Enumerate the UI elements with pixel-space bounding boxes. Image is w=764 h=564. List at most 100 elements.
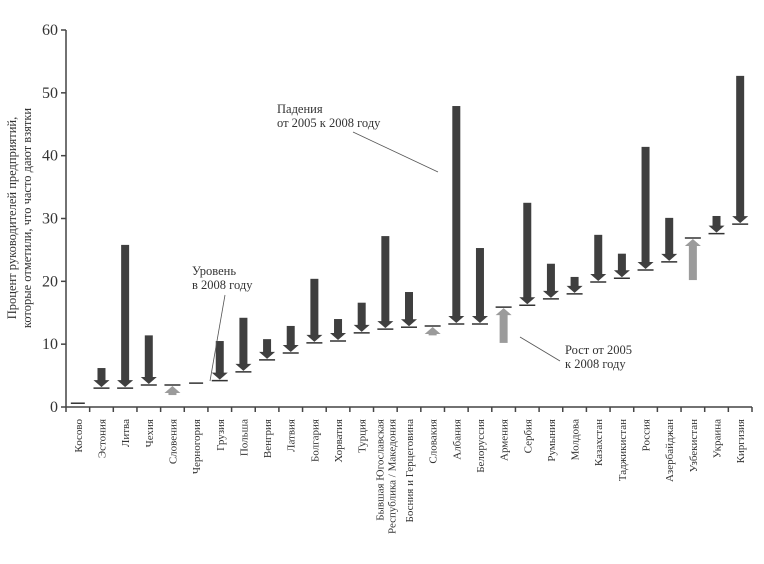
arrow-head-down bbox=[519, 297, 536, 305]
arrow-shaft bbox=[665, 217, 674, 255]
country-mark bbox=[93, 368, 110, 389]
x-tick-label: Хорватия bbox=[333, 419, 345, 463]
x-tick-label: Венгрия bbox=[262, 419, 274, 458]
y-label-line-2: которые отметили, что часто дают взятки bbox=[20, 108, 34, 329]
y-tick-label: 50 bbox=[42, 85, 58, 102]
arrow-head-up bbox=[164, 386, 181, 394]
arrow-shaft bbox=[594, 234, 603, 275]
country-mark bbox=[259, 339, 276, 361]
annotation-decline-line-1: Падения bbox=[277, 102, 323, 116]
arrow-shaft bbox=[239, 317, 248, 365]
arrow-shaft bbox=[617, 253, 626, 271]
annotation-level-line-1: Уровень bbox=[192, 264, 236, 278]
y-tick-label: 60 bbox=[42, 22, 58, 39]
x-tick-label: Босния и Герцеговина bbox=[404, 419, 416, 523]
annotations: Падения от 2005 к 2008 году Уровень в 20… bbox=[192, 102, 632, 382]
x-tick-label: Албания bbox=[451, 419, 463, 460]
arrow-shaft bbox=[215, 341, 224, 374]
country-mark bbox=[708, 215, 725, 235]
country-mark bbox=[235, 317, 252, 373]
x-tick-label: Россия bbox=[641, 419, 653, 451]
annotation-decline-line-2: от 2005 к 2008 году bbox=[277, 116, 381, 130]
arrow-head-down bbox=[471, 316, 488, 324]
country-mark bbox=[306, 278, 323, 344]
arrow-shaft bbox=[121, 244, 130, 381]
arrow-head-down bbox=[93, 380, 110, 388]
arrow-shaft bbox=[688, 245, 697, 281]
country-mark bbox=[495, 306, 512, 343]
data-marks bbox=[70, 75, 749, 404]
country-mark bbox=[590, 234, 607, 283]
arrow-shaft bbox=[523, 202, 532, 298]
x-tick-label: Эстония bbox=[96, 419, 108, 458]
arrow-head-down bbox=[613, 270, 630, 278]
country-mark bbox=[448, 106, 465, 325]
y-axis: 0 10 20 30 40 50 60 bbox=[42, 22, 67, 416]
country-mark bbox=[519, 202, 536, 306]
country-mark bbox=[661, 217, 678, 263]
arrow-shaft bbox=[168, 392, 177, 396]
arrow-head-down bbox=[401, 319, 417, 327]
x-tick-label: Белоруссия bbox=[475, 419, 487, 473]
arrow-head-down bbox=[590, 273, 607, 281]
y-tick-label: 30 bbox=[42, 211, 58, 228]
annotation-rise-line-2: к 2008 году bbox=[565, 357, 626, 371]
x-tick-label: Латвия bbox=[286, 419, 298, 452]
arrow-head-down bbox=[282, 344, 299, 352]
arrow-shaft bbox=[452, 106, 461, 317]
annotation-rise-line-1: Рост от 2005 bbox=[565, 343, 632, 357]
country-mark bbox=[330, 319, 347, 342]
arrow-shaft bbox=[263, 339, 272, 353]
country-mark bbox=[566, 276, 583, 295]
arrow-shaft bbox=[546, 263, 555, 292]
y-label-line-1: Процент руководителей предприятий, bbox=[5, 117, 19, 319]
country-mark bbox=[684, 237, 701, 281]
arrow-shaft bbox=[381, 236, 390, 322]
y-tick-label: 0 bbox=[50, 399, 58, 416]
arrow-shaft bbox=[144, 335, 153, 378]
arrow-head-down bbox=[211, 372, 228, 380]
country-mark bbox=[140, 335, 157, 386]
x-tick-label: Республика / Македония bbox=[386, 419, 398, 534]
annotation-level-line-2: в 2008 году bbox=[192, 278, 253, 292]
y-tick-label: 10 bbox=[42, 336, 58, 353]
arrow-head-down bbox=[708, 225, 725, 233]
x-tick-label: Словакия bbox=[428, 419, 440, 464]
x-tick-label: Армения bbox=[499, 419, 511, 461]
country-mark bbox=[471, 248, 488, 325]
country-mark bbox=[282, 325, 299, 354]
arrow-shaft bbox=[286, 325, 295, 346]
arrow-shaft bbox=[334, 319, 343, 334]
arrow-head-down bbox=[566, 285, 583, 293]
x-tick-label: Польша bbox=[238, 419, 250, 456]
arrow-shaft bbox=[475, 248, 484, 317]
x-tick-label: Молдова bbox=[570, 419, 582, 460]
country-mark bbox=[401, 292, 417, 328]
arrow-head-up bbox=[424, 326, 441, 334]
x-tick-label: Чехия bbox=[144, 419, 156, 447]
x-tick-label: Косово bbox=[73, 419, 85, 453]
x-tick-label: Киргизия bbox=[735, 419, 747, 463]
country-mark bbox=[164, 384, 181, 396]
arrow-head-down bbox=[732, 216, 749, 224]
arrow-head-down bbox=[353, 324, 370, 332]
x-tick-label: Словения bbox=[167, 419, 179, 464]
arrow-head-down bbox=[448, 316, 465, 324]
y-axis-label: Процент руководителей предприятий, котор… bbox=[5, 108, 34, 329]
arrow-head-down bbox=[259, 351, 276, 359]
x-axis: Косово Эстония Литва Чехия Словения Черногори… bbox=[65, 406, 753, 534]
arrow-shaft bbox=[736, 75, 745, 217]
country-mark bbox=[637, 146, 654, 271]
arrow-shaft bbox=[310, 278, 319, 336]
x-tick-label: Бывшая Югославская bbox=[374, 419, 386, 521]
x-tick-label: Узбекистан bbox=[688, 419, 700, 472]
arrow-head-down bbox=[140, 377, 157, 385]
x-tick-label: Азербайджан bbox=[664, 419, 676, 482]
annotation-level-leader bbox=[209, 294, 226, 382]
country-mark bbox=[542, 263, 559, 300]
y-tick-label: 40 bbox=[42, 148, 58, 165]
arrow-head-down bbox=[306, 334, 323, 342]
arrow-head-down bbox=[637, 262, 654, 270]
